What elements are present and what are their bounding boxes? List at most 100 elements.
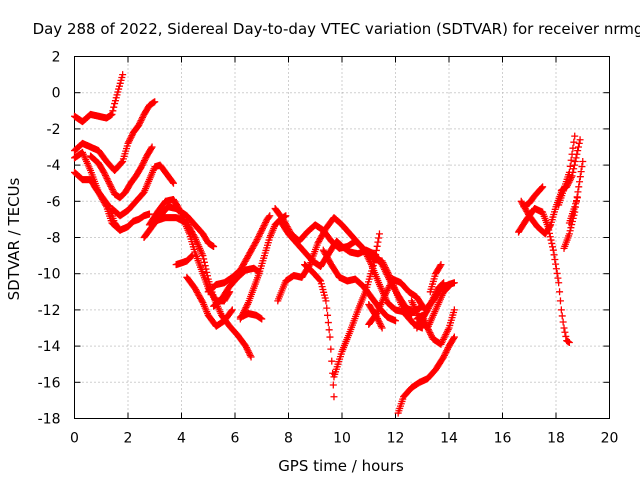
data-point-marker [378,324,386,332]
data-point-marker [247,353,255,361]
data-point-marker [440,351,448,359]
data-point-marker [551,255,559,263]
data-point-marker [548,239,556,247]
data-point-marker [576,136,584,144]
data-point-marker [575,183,583,191]
data-point-marker [375,318,383,326]
data-point-marker [550,251,558,259]
series-track-8 [145,195,234,305]
data-point-marker [370,259,378,267]
data-point-marker [324,319,332,327]
data-point-marker [105,178,113,186]
data-point-marker [436,262,444,270]
data-point-marker [424,326,432,334]
series-track-5 [87,143,156,202]
data-point-marker [428,297,436,305]
data-point-marker [443,347,451,355]
data-point-marker [125,138,133,146]
data-point-marker [573,194,581,202]
data-point-marker [374,238,382,246]
y-tick-label: -16 [38,375,61,391]
series-track-29 [515,205,573,346]
data-point-marker [571,132,579,140]
series-track-10 [172,252,196,269]
data-point-marker [243,302,251,310]
data-point-marker [381,262,389,270]
data-point-marker [576,178,584,186]
data-point-marker [328,357,336,365]
data-point-marker [377,321,385,329]
data-point-marker [571,203,579,211]
data-point-marker [147,144,155,152]
data-point-marker [202,265,210,273]
data-point-marker [105,179,113,187]
data-point-marker [427,300,435,308]
data-point-marker [258,226,266,234]
y-tick-label: -8 [47,231,61,247]
data-point-marker [539,183,547,191]
data-point-marker [201,262,209,270]
data-point-marker [140,158,148,166]
data-point-marker [381,264,389,272]
data-point-marker [574,143,582,151]
data-point-marker [570,161,578,169]
series-track-11 [183,273,236,330]
data-point-marker [137,117,145,125]
data-point-marker [569,144,577,152]
data-point-marker [210,243,218,251]
data-point-marker [256,229,264,237]
data-point-marker [444,283,452,291]
data-point-marker [386,282,394,290]
data-point-marker [323,304,331,312]
data-point-marker [562,332,570,340]
series-track-21 [319,246,399,325]
data-point-marker [373,242,381,250]
data-point-marker [567,224,575,232]
data-point-marker [124,139,132,147]
data-point-marker [324,311,332,319]
data-point-marker [203,268,211,276]
data-point-marker [200,258,208,266]
data-point-marker [325,326,333,334]
x-tick-label: 18 [547,431,565,447]
data-point-marker [169,179,177,187]
data-point-marker [427,298,435,306]
data-point-marker [108,110,116,118]
data-point-marker [246,351,254,359]
data-point-marker [558,312,566,320]
data-point-marker [427,332,435,340]
data-point-marker [258,315,266,323]
data-point-marker [108,185,116,193]
data-point-marker [572,154,580,162]
x-tick-label: 2 [124,431,133,447]
data-point-marker [203,272,211,280]
data-point-marker [426,329,434,337]
data-point-marker [139,114,147,122]
data-point-marker [443,284,451,292]
data-point-marker [425,303,433,311]
data-point-marker [442,348,450,356]
data-point-marker [556,297,564,305]
data-point-marker [266,212,274,220]
data-point-marker [188,252,196,260]
data-point-marker [371,255,379,263]
data-point-marker [568,172,576,180]
data-point-marker [126,136,134,144]
data-point-marker [322,297,330,305]
chart-title: Day 288 of 2022, Sidereal Day-to-day VTE… [33,20,640,38]
data-point-marker [392,317,399,325]
data-point-marker [554,274,562,282]
data-point-marker [385,270,393,278]
data-point-marker [379,259,387,267]
data-point-marker [578,163,586,171]
data-point-marker [254,234,262,242]
data-point-marker [255,231,263,239]
data-point-marker [424,306,432,314]
data-point-marker [228,307,236,315]
data-point-marker [566,177,574,185]
data-point-marker [378,257,386,265]
data-point-marker [244,300,252,308]
x-tick-label: 14 [440,431,458,447]
data-point-marker [549,246,557,254]
data-point-marker [441,332,449,340]
